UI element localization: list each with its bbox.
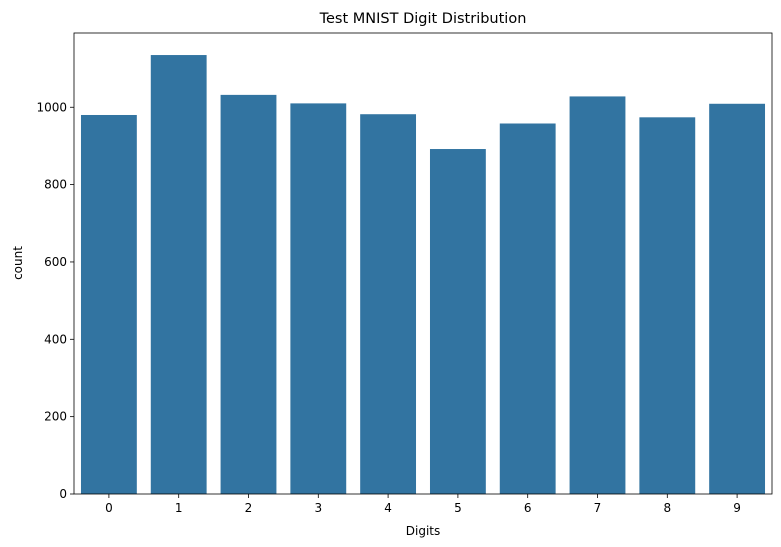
- plot-frame: [73, 32, 773, 495]
- chart-title: Test MNIST Digit Distribution: [319, 11, 527, 27]
- y-tick-label: 800: [44, 178, 67, 192]
- x-tick-label: 8: [663, 501, 671, 515]
- bar-digit-9: [709, 103, 766, 495]
- bar-digit-7: [569, 96, 626, 494]
- y-axis-title: count: [11, 246, 25, 280]
- bar-digit-2: [220, 94, 277, 494]
- x-axis-ticks: 0 1 2 3 4 5 6 7 8 9: [105, 494, 741, 515]
- x-tick-label: 5: [454, 501, 462, 515]
- bar-digit-6: [499, 123, 556, 494]
- y-tick-label: 600: [44, 255, 67, 269]
- bar-digit-3: [290, 103, 347, 495]
- x-tick-label: 9: [733, 501, 741, 515]
- bar-digit-8: [639, 117, 696, 495]
- y-tick-label: 1000: [36, 100, 67, 114]
- x-axis-title: Digits: [406, 524, 440, 538]
- x-tick-label: 0: [105, 501, 113, 515]
- bar-digit-5: [429, 149, 486, 494]
- y-tick-label: 400: [44, 332, 67, 346]
- y-axis-ticks: 0 200 400 600 800 1000: [36, 100, 74, 501]
- bar-digit-4: [360, 114, 417, 495]
- x-tick-label: 3: [314, 501, 322, 515]
- bars-group: [80, 55, 766, 495]
- y-tick-label: 0: [59, 487, 67, 501]
- bar-digit-1: [150, 55, 207, 494]
- y-tick-label: 200: [44, 410, 67, 424]
- x-tick-label: 4: [384, 501, 392, 515]
- x-tick-label: 2: [245, 501, 253, 515]
- x-tick-label: 6: [524, 501, 532, 515]
- x-tick-label: 1: [175, 501, 183, 515]
- bar-digit-0: [80, 114, 137, 494]
- x-tick-label: 7: [594, 501, 602, 515]
